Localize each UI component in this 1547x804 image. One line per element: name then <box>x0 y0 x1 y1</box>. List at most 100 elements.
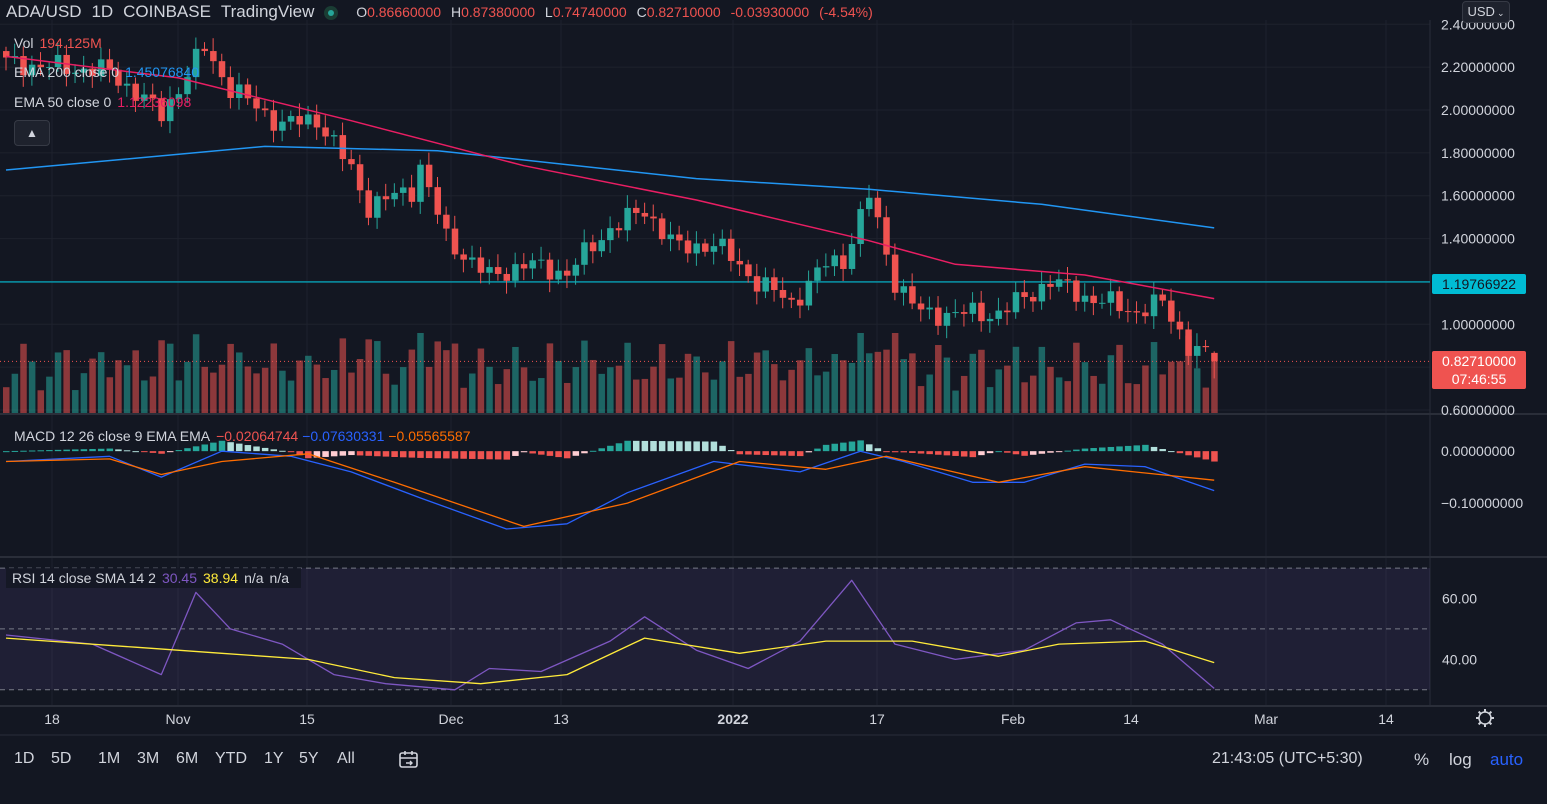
currency-selector[interactable]: USD ⌄ <box>1462 1 1510 23</box>
candle-body <box>840 255 847 269</box>
candle-body <box>624 207 631 231</box>
candle-body <box>805 280 813 306</box>
range-button-5y[interactable]: 5Y <box>299 750 319 767</box>
candle-body <box>1038 283 1046 302</box>
candle-body <box>382 196 390 200</box>
volume-bar <box>520 367 528 413</box>
macd-hist-bar <box>46 450 53 452</box>
macd-legend[interactable]: MACD 12 26 close 9 EMA EMA −0.02064744 −0.… <box>14 428 477 444</box>
ema200-legend[interactable]: EMA 200 close 0 1.45076840 <box>14 64 205 80</box>
macd-hist-bar <box>607 445 614 452</box>
candle-body <box>1133 311 1141 313</box>
candle-body <box>1004 310 1011 313</box>
rsi-legend[interactable]: RSI 14 close SMA 14 2 30.45 38.94 n/a n/a <box>6 568 301 588</box>
macd-hist-bar <box>891 451 899 453</box>
macd-hist-bar <box>486 451 493 460</box>
volume-bar <box>356 359 364 413</box>
price-axis[interactable] <box>1430 0 1547 410</box>
candle-body <box>753 276 761 292</box>
macd-hist-bar <box>89 448 96 452</box>
macd-hist-bar <box>477 451 485 460</box>
symbol-name[interactable]: ADA/USD <box>6 2 82 21</box>
candle-body <box>978 302 985 322</box>
candle-body <box>477 257 485 273</box>
macd-hist-bar <box>287 451 295 453</box>
candle-body <box>270 110 278 131</box>
volume-bar <box>529 380 536 413</box>
macd-hist-bar <box>598 448 605 452</box>
candle-body <box>20 56 27 76</box>
candle-body <box>227 77 234 98</box>
log-toggle[interactable]: log <box>1449 750 1472 769</box>
volume-bar <box>676 377 683 413</box>
candle-body <box>589 242 597 252</box>
candle-body <box>736 260 744 265</box>
chevron-up-icon: ▲ <box>26 126 38 140</box>
price-tick-label: 1.40000000 <box>1441 231 1515 247</box>
range-button-1y[interactable]: 1Y <box>264 750 284 767</box>
macd-hist-bar <box>624 440 631 452</box>
volume-bar <box>1202 387 1210 413</box>
macd-hist-bar <box>1159 449 1166 452</box>
candle-body <box>443 214 450 229</box>
macd-hist-bar <box>926 451 933 455</box>
macd-hist-bar <box>1038 451 1046 454</box>
range-button-1m[interactable]: 1M <box>98 750 121 767</box>
range-button-1d[interactable]: 1D <box>14 750 35 767</box>
candle-body <box>969 302 977 314</box>
macd-hist-bar <box>1055 451 1063 453</box>
volume-bar <box>978 349 985 413</box>
volume-bar <box>1159 374 1166 413</box>
range-button-all[interactable]: All <box>337 750 355 767</box>
vol-legend[interactable]: Vol 194.125M <box>14 35 108 51</box>
rsi-label: RSI 14 close SMA 14 2 <box>12 570 156 586</box>
macd-hist-bar <box>28 450 36 452</box>
macd-hist-bar <box>270 449 278 452</box>
date-range-button[interactable] <box>397 748 421 772</box>
volume-bar <box>658 344 666 413</box>
macd-hist-bar <box>443 451 450 459</box>
candle-body <box>676 234 683 241</box>
macd-hist-bar <box>382 451 390 457</box>
range-button-3m[interactable]: 3M <box>137 750 160 767</box>
interval-label[interactable]: 1D <box>91 2 114 21</box>
gear-tooth <box>1488 721 1493 726</box>
macd-hist-bar <box>218 440 226 452</box>
gear-icon[interactable] <box>1476 709 1494 727</box>
volume-bar <box>443 350 450 413</box>
range-button-6m[interactable]: 6M <box>176 750 199 767</box>
collapse-legend-button[interactable]: ▲ <box>14 120 50 146</box>
macd-hist-bar <box>1168 451 1175 453</box>
candle-body <box>141 94 148 101</box>
candle-body <box>719 238 726 247</box>
macd-hist-bar <box>581 451 588 454</box>
macd-hist-bar <box>788 451 795 456</box>
macd-hist-bar <box>650 441 657 452</box>
volume-bar <box>37 390 45 413</box>
high-value: 0.87380000 <box>461 4 536 20</box>
volume-bar <box>779 380 787 413</box>
percent-toggle[interactable]: % <box>1414 750 1430 769</box>
candle-body <box>822 266 830 268</box>
candle-body <box>546 259 554 280</box>
macd-hist-bar <box>615 443 623 452</box>
range-button-5d[interactable]: 5D <box>51 750 72 767</box>
gear-tooth <box>1488 710 1493 715</box>
auto-toggle[interactable]: auto <box>1490 750 1524 769</box>
macd-line <box>5 450 1215 530</box>
candle-body <box>563 270 571 276</box>
candle-body <box>469 257 476 260</box>
volume-bar <box>210 372 217 413</box>
ema50-legend[interactable]: EMA 50 close 0 1.12236098 <box>14 94 197 110</box>
volume-bar <box>650 366 657 413</box>
candle-body <box>1176 321 1184 330</box>
volume-bar <box>840 360 847 413</box>
range-button-ytd[interactable]: YTD <box>215 750 247 767</box>
candle-body <box>1064 279 1071 281</box>
candle-body <box>1116 291 1123 312</box>
timezone-clock[interactable]: 21:43:05 (UTC+5:30) <box>1212 750 1363 767</box>
macd-hist-bar <box>848 441 856 452</box>
candle-body <box>218 61 226 78</box>
